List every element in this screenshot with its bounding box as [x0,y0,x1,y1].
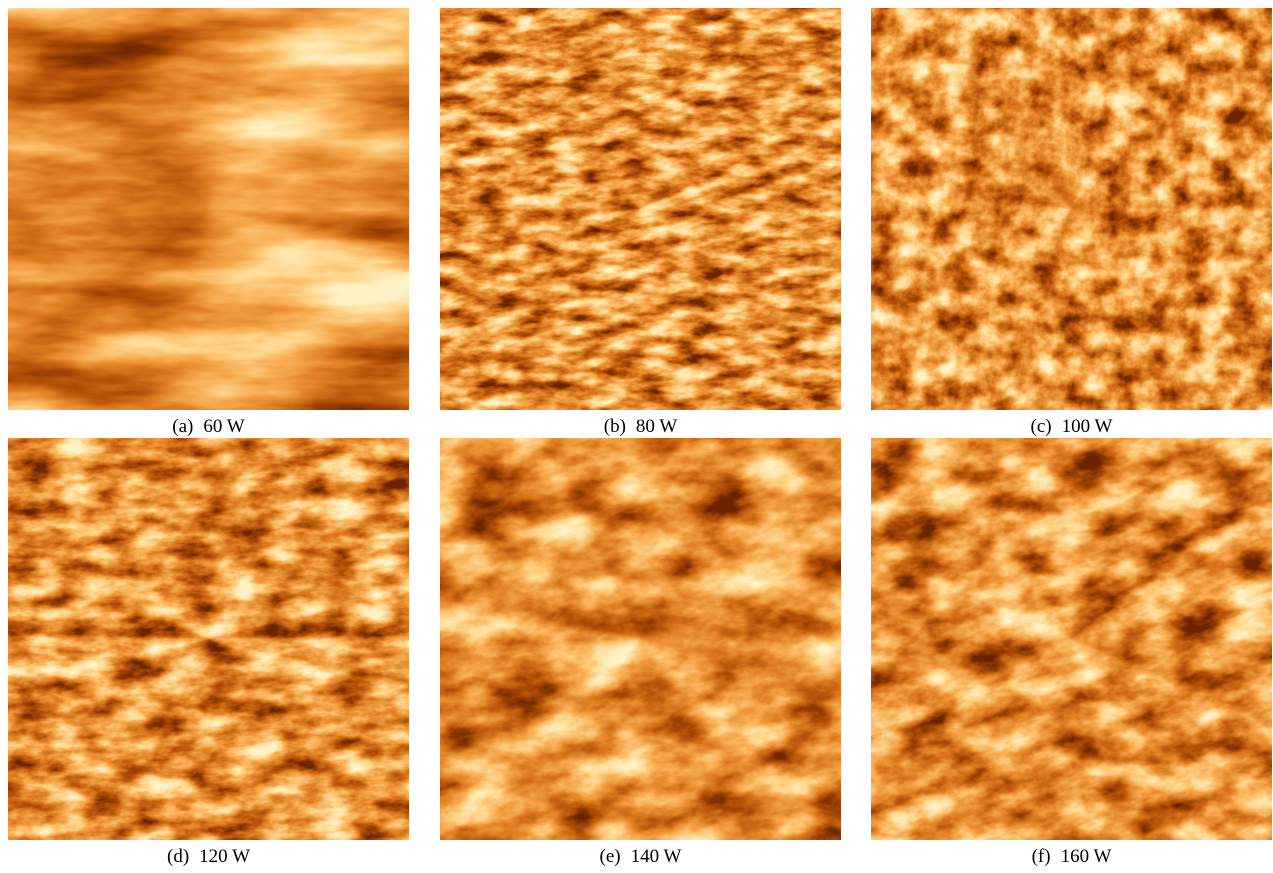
caption: (d) 120 W [167,846,250,867]
afm-image [871,438,1272,840]
caption: (e) 140 W [600,846,682,867]
afm-image [871,8,1272,410]
caption-label: (f) [1032,846,1051,867]
caption-text: 160 W [1061,846,1112,867]
caption-text: 140 W [631,846,682,867]
caption-label: (d) [167,846,189,867]
caption-label: (c) [1031,416,1052,437]
caption-text: 100 W [1062,416,1113,437]
caption-label: (e) [600,846,621,867]
caption-label: (a) [172,416,193,437]
caption: (a) 60 W [172,416,245,437]
afm-image [8,8,409,410]
caption-text: 60 W [203,416,244,437]
afm-image [440,8,841,410]
caption: (b) 80 W [604,416,678,437]
caption-text: 80 W [636,416,677,437]
caption: (f) 160 W [1032,846,1112,867]
caption-label: (b) [604,416,626,437]
caption: (c) 100 W [1031,416,1113,437]
caption-text: 120 W [199,846,250,867]
afm-image [8,438,409,840]
afm-image [440,438,841,840]
